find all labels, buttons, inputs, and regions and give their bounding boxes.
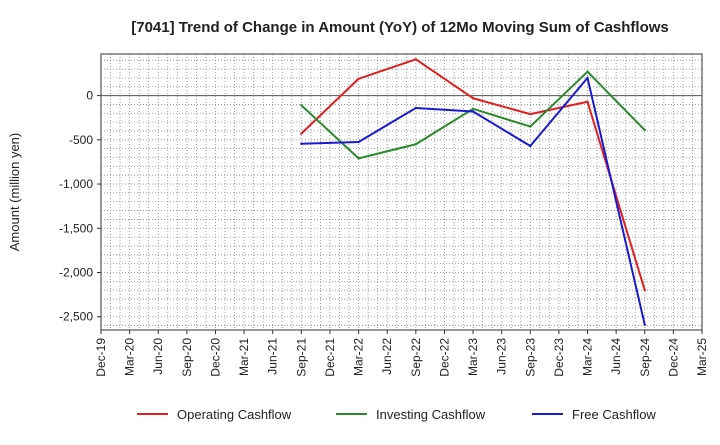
x-tick-label: Jun-20: [151, 338, 165, 375]
data-point-investing-cashflow: [529, 125, 532, 128]
x-tick-label: Sep-23: [523, 338, 537, 377]
data-point-investing-cashflow: [357, 157, 360, 160]
data-point-operating-cashflow: [643, 288, 646, 292]
legend-label: Free Cashflow: [572, 407, 656, 422]
data-point-free-cashflow: [471, 110, 475, 113]
x-tick-label: Mar-24: [581, 338, 595, 376]
legend: Operating Cashflow Investing Cashflow Free…: [137, 407, 656, 422]
x-tick-label: Dec-23: [552, 338, 566, 377]
plot-area-border: [100, 53, 703, 331]
x-tick-label: Mar-20: [123, 338, 137, 376]
y-tick-label: 0: [86, 89, 93, 103]
y-tick-label: -2,000: [59, 266, 93, 280]
series-layer: [300, 58, 646, 326]
data-point-investing-cashflow: [643, 128, 646, 132]
data-point-operating-cashflow: [471, 97, 475, 100]
x-tick-label: Jun-24: [609, 338, 623, 375]
data-point-free-cashflow: [586, 76, 589, 80]
x-tick-label: Mar-23: [466, 338, 480, 376]
x-tick-label: Dec-24: [666, 338, 680, 377]
data-point-investing-cashflow: [300, 104, 303, 107]
data-point-free-cashflow: [414, 106, 418, 110]
legend-item-operating-cashflow: Operating Cashflow: [137, 407, 292, 422]
data-point-investing-cashflow: [586, 70, 589, 73]
y-axis-label: Amount (million yen): [7, 133, 22, 252]
x-tick-label: Sep-21: [294, 338, 308, 377]
x-tick-label: Dec-19: [94, 338, 108, 377]
x-tick-label: Jun-21: [266, 338, 280, 375]
chart-title: [7041] Trend of Change in Amount (YoY) o…: [131, 19, 669, 36]
grid-layer: [101, 54, 702, 330]
y-tick-labels: 0 -500 -1,000 -1,500 -2,000 -2,500: [59, 89, 101, 324]
x-tick-label: Dec-20: [208, 338, 222, 377]
x-tick-label: Mar-22: [352, 338, 366, 376]
x-tick-label: Sep-20: [180, 338, 194, 377]
x-tick-label: Mar-21: [237, 338, 251, 376]
data-point-investing-cashflow: [414, 143, 418, 146]
y-tick-label: -500: [69, 133, 93, 147]
legend-item-free-cashflow: Free Cashflow: [532, 407, 656, 422]
y-tick-label: -2,500: [59, 310, 93, 324]
y-tick-label: -1,000: [59, 177, 93, 191]
data-point-free-cashflow: [643, 323, 646, 326]
data-point-operating-cashflow: [529, 112, 532, 116]
x-tick-label: Jun-22: [380, 338, 394, 375]
data-point-operating-cashflow: [300, 132, 303, 135]
data-point-free-cashflow: [357, 140, 360, 144]
legend-label: Investing Cashflow: [376, 407, 486, 422]
x-tick-label: Dec-21: [323, 338, 337, 377]
data-point-investing-cashflow: [471, 107, 475, 111]
data-point-operating-cashflow: [414, 58, 418, 61]
x-tick-label: Sep-22: [409, 338, 423, 377]
x-tick-label: Jun-23: [495, 338, 509, 375]
x-tick-label: Dec-22: [437, 338, 451, 377]
x-tick-label: Mar-25: [695, 338, 709, 376]
y-tick-label: -1,500: [59, 221, 93, 235]
legend-label: Operating Cashflow: [177, 407, 292, 422]
data-point-operating-cashflow: [586, 100, 589, 103]
legend-item-investing-cashflow: Investing Cashflow: [336, 407, 486, 422]
data-point-free-cashflow: [300, 142, 303, 145]
x-tick-label: Sep-24: [638, 338, 652, 377]
data-point-operating-cashflow: [357, 77, 360, 80]
data-point-free-cashflow: [529, 144, 532, 148]
x-tick-labels: Dec-19 Mar-20 Jun-20 Sep-20 Dec-20 Mar-21 Jun-…: [94, 330, 709, 377]
